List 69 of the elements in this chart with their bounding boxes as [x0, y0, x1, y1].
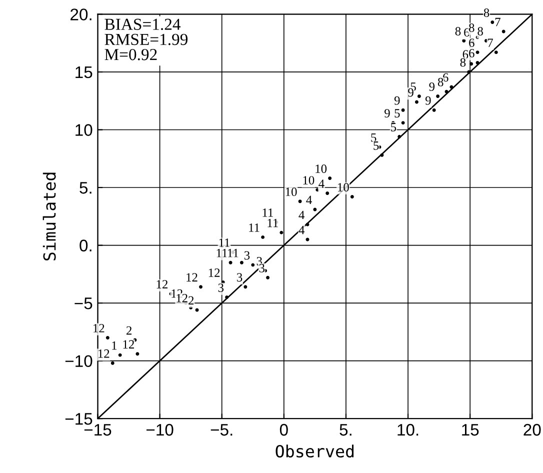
text: 9 [425, 96, 431, 105]
text: 11 [249, 224, 260, 232]
text: 12 [98, 349, 110, 358]
series-label: 6 [469, 38, 474, 48]
text: 12 [186, 273, 198, 282]
y-tick-label: −15 [65, 413, 92, 425]
text: 5 [371, 133, 376, 142]
series-label: 1 [112, 341, 117, 350]
text: 6 [464, 28, 470, 37]
text: 12 [123, 340, 134, 348]
text: 12 [208, 268, 220, 277]
y-tick-label: −10 [65, 355, 92, 368]
y-tick-label: 0. [80, 240, 92, 252]
text: 10 [286, 188, 297, 196]
y-axis-title: Simulated [42, 172, 56, 260]
annotation: M=0.92 [104, 48, 157, 60]
text: 10 [316, 164, 327, 173]
text: 6 [442, 73, 448, 82]
text: 12 [93, 324, 104, 332]
text: 9 [429, 82, 435, 91]
series-label: 11 [268, 218, 278, 228]
text: 11 [219, 238, 230, 247]
text: 12 [156, 280, 168, 288]
text: 6 [469, 49, 474, 58]
series-label: 3 [259, 264, 265, 272]
x-axis-title: Observed [276, 444, 354, 458]
text: 3 [256, 256, 262, 266]
x-tick-label: −10 [146, 424, 174, 436]
text: 4 [298, 210, 305, 220]
text: 11 [262, 208, 273, 217]
series-label: 7 [488, 38, 494, 47]
series-label: 10 [338, 183, 349, 192]
text: 3 [244, 251, 250, 260]
y-tick-label: 15 [76, 66, 92, 78]
text: 9 [394, 96, 400, 105]
text: 5 [394, 109, 400, 118]
x-tick-label: 0 [280, 424, 288, 436]
text: 11 [216, 248, 228, 258]
y-tick-label: −5 [74, 298, 92, 310]
text: 10 [303, 176, 314, 185]
text: 8 [484, 8, 490, 17]
y-tick-label: 20. [70, 8, 92, 20]
series-label: 2 [126, 326, 132, 335]
series-label: 5 [374, 142, 379, 150]
text: 7 [495, 18, 500, 26]
text: 8 [438, 78, 444, 86]
annotation: RMSE=1.99 [104, 34, 188, 46]
series-label: 8 [478, 27, 483, 36]
text: 4 [306, 196, 312, 204]
text: 4 [318, 180, 324, 188]
text: 11 [228, 248, 238, 258]
text: 2 [188, 296, 194, 305]
text: 5 [391, 123, 396, 132]
text: 8 [455, 27, 461, 36]
series-label: 4 [298, 226, 305, 234]
text: 8 [460, 58, 466, 67]
x-tick-label: 15 [462, 424, 479, 436]
annotation: BIAS=1.24 [104, 18, 181, 30]
series-label: 9 [384, 109, 390, 118]
x-tick-label: 10. [398, 424, 418, 436]
y-tick-label: 5. [80, 182, 92, 194]
x-tick-label: −5. [210, 424, 232, 436]
text: 3 [218, 284, 224, 292]
text: 3 [237, 273, 242, 282]
x-tick-label: 20 [524, 424, 541, 436]
x-tick-label: 5. [340, 424, 352, 436]
text: 8 [468, 24, 474, 32]
y-tick-label: 10 [76, 124, 92, 136]
text: 6 [462, 50, 468, 59]
